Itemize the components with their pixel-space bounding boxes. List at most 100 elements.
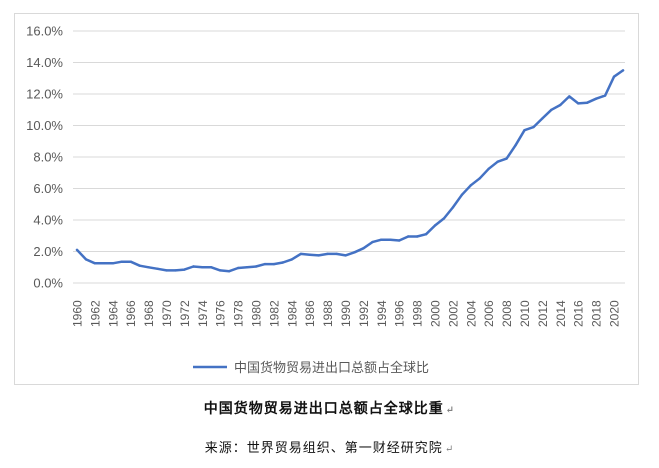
data-point	[317, 254, 320, 257]
y-tick-label: 4.0%	[33, 213, 63, 228]
data-point	[201, 266, 204, 269]
series-line	[75, 69, 625, 273]
data-point	[389, 238, 392, 241]
x-tick-label: 1968	[142, 300, 156, 327]
x-tick-label: 2016	[572, 300, 586, 327]
x-tick-label: 2010	[518, 300, 532, 327]
data-point	[84, 258, 88, 261]
data-point	[120, 260, 124, 263]
data-point	[442, 217, 446, 220]
data-point	[290, 258, 293, 261]
y-tick-label: 12.0%	[26, 87, 63, 102]
data-point	[541, 117, 544, 120]
data-point	[165, 269, 168, 272]
data-point	[532, 125, 535, 129]
x-tick-label: 2018	[590, 300, 604, 327]
x-tick-label: 1974	[196, 300, 210, 327]
data-point	[129, 260, 132, 263]
chart-frame: 0.0% 2.0% 4.0% 6.0% 8.0% 10.0% 12.0% 14.0% 16.0%…	[14, 13, 639, 385]
data-point	[398, 239, 401, 242]
data-point	[335, 252, 338, 256]
x-tick-label: 1994	[375, 300, 389, 327]
data-point	[505, 157, 508, 160]
data-point	[192, 265, 195, 268]
x-tick-label: 2008	[500, 300, 514, 327]
data-point	[299, 252, 302, 256]
data-point	[424, 233, 428, 236]
x-tick-label: 2000	[429, 300, 443, 327]
x-tick-label: 1960	[71, 300, 85, 327]
data-point	[254, 265, 258, 268]
y-tick-label: 6.0%	[33, 181, 63, 196]
x-tick-label: 2014	[554, 300, 568, 327]
data-point	[156, 267, 159, 270]
data-point	[577, 102, 580, 105]
data-point	[326, 252, 329, 256]
x-tick-label: 1984	[285, 300, 299, 327]
x-tick-label: 2004	[464, 300, 478, 327]
data-point	[371, 240, 374, 244]
data-point	[174, 269, 177, 272]
data-point	[612, 75, 616, 78]
data-point	[344, 254, 347, 257]
x-tick-label: 1962	[88, 300, 102, 327]
x-tick-label: 2020	[608, 300, 622, 327]
data-point	[102, 262, 106, 265]
data-point	[496, 160, 499, 163]
caption-title-text: 中国货物贸易进出口总额占全球比重	[203, 401, 444, 417]
line-chart: 0.0% 2.0% 4.0% 6.0% 8.0% 10.0% 12.0% 14.0% 16.0%…	[26, 24, 625, 376]
data-point	[308, 253, 311, 256]
y-tick-label: 8.0%	[33, 150, 63, 165]
data-point	[415, 235, 419, 238]
data-point	[469, 184, 472, 187]
data-point	[219, 269, 222, 272]
data-point	[138, 264, 141, 267]
y-tick-label: 14.0%	[26, 55, 63, 70]
caption-source-text: 来源：世界贸易组织、第一财经研究院	[204, 441, 443, 456]
data-point	[272, 262, 276, 266]
data-point	[621, 69, 625, 72]
series-layer	[75, 69, 625, 273]
data-point	[478, 177, 481, 180]
figure-caption-source: 来源：世界贸易组织、第一财经研究院 ↵	[0, 437, 659, 456]
x-tick-label: 1976	[214, 300, 228, 327]
y-tick-label: 2.0%	[33, 244, 63, 259]
data-point	[550, 108, 553, 112]
data-point	[263, 262, 267, 266]
x-tick-label: 2006	[482, 300, 496, 327]
y-axis-ticks: 0.0% 2.0% 4.0% 6.0% 8.0% 10.0% 12.0% 14.0% 16.0%	[26, 24, 63, 291]
y-tick-label: 0.0%	[33, 276, 63, 291]
x-tick-label: 1996	[393, 300, 407, 327]
data-point	[433, 224, 437, 227]
gridlines	[73, 30, 625, 284]
data-point	[380, 238, 383, 241]
y-tick-label: 10.0%	[26, 118, 63, 133]
data-point	[245, 266, 249, 269]
data-point	[281, 261, 285, 264]
data-point	[111, 262, 115, 265]
data-point	[568, 95, 571, 98]
data-point	[603, 94, 607, 97]
x-tick-label: 1964	[106, 300, 120, 327]
paragraph-mark-icon: ↵	[445, 405, 456, 416]
y-tick-label: 16.0%	[26, 24, 63, 39]
x-tick-label: 1966	[124, 300, 138, 327]
x-tick-label: 1982	[267, 300, 281, 327]
x-tick-label: 1992	[357, 300, 371, 327]
data-point	[362, 247, 365, 250]
data-point	[210, 266, 213, 269]
x-tick-label: 1998	[411, 300, 425, 327]
x-tick-label: 2012	[536, 300, 550, 327]
legend-label: 中国货物贸易进出口总额占全球比	[234, 360, 429, 376]
data-point	[586, 101, 589, 104]
data-point	[353, 251, 356, 254]
x-tick-label: 1970	[160, 300, 174, 327]
data-point	[147, 266, 150, 269]
figure-caption-title: 中国货物贸易进出口总额占全球比重 ↵	[0, 398, 659, 418]
data-point	[93, 262, 97, 265]
x-axis-ticks: 1960 1962 1964 1966 1968 1970 1972 1974 1976 1978…	[71, 300, 622, 327]
data-point	[75, 248, 79, 252]
x-tick-label: 1988	[321, 300, 335, 327]
x-tick-label: 1980	[250, 300, 264, 327]
data-point	[451, 206, 455, 209]
